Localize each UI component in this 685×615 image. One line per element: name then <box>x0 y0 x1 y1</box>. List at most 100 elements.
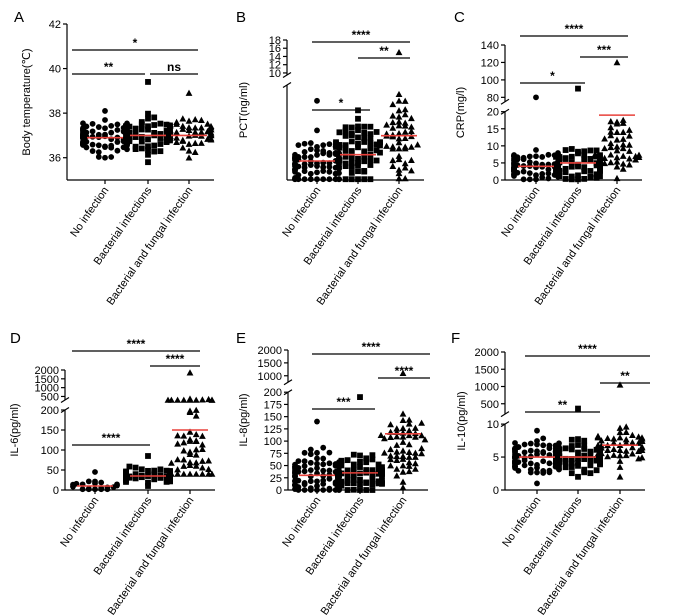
data-point <box>186 396 194 403</box>
data-point <box>626 126 633 133</box>
data-point <box>619 144 627 152</box>
data-point <box>79 486 86 493</box>
y-tick-label: 14 <box>269 51 281 63</box>
data-point <box>338 457 345 464</box>
data-point <box>520 154 527 161</box>
data-point <box>369 487 376 493</box>
data-point <box>581 469 588 476</box>
data-point <box>412 460 419 467</box>
axis-break-mark <box>500 98 510 105</box>
data-point <box>601 154 608 161</box>
data-point <box>598 437 605 444</box>
data-point <box>92 480 98 487</box>
data-point <box>568 456 575 462</box>
data-point <box>180 447 188 454</box>
data-point <box>191 139 199 146</box>
y-tick-label: 42 <box>49 19 61 31</box>
data-point <box>593 174 600 181</box>
data-point <box>191 148 199 155</box>
data-point <box>363 467 370 473</box>
y-tick-label: 1000 <box>475 382 499 394</box>
data-point <box>320 477 327 484</box>
data-point <box>395 175 403 182</box>
data-point <box>395 113 403 120</box>
y-tick-label: 5 <box>493 452 499 464</box>
data-point <box>546 442 553 449</box>
data-point <box>399 455 407 462</box>
data-point <box>326 141 333 148</box>
data-point <box>292 161 298 168</box>
data-point <box>307 478 314 485</box>
data-point <box>199 470 206 477</box>
data-point <box>526 153 533 160</box>
data-point <box>89 120 96 127</box>
data-point <box>553 168 559 175</box>
data-point <box>186 470 194 477</box>
data-point <box>389 112 397 119</box>
data-point <box>174 466 181 473</box>
data-point <box>387 421 394 428</box>
data-point <box>350 466 357 473</box>
data-point <box>395 155 403 163</box>
data-point <box>610 451 618 458</box>
data-point <box>123 123 129 130</box>
data-point <box>594 445 602 452</box>
data-point <box>348 169 355 176</box>
y-tick-label: 1500 <box>35 374 59 386</box>
series-3 <box>383 48 421 182</box>
data-point <box>108 122 115 129</box>
data-point <box>336 170 342 177</box>
data-point <box>335 483 341 490</box>
data-point <box>638 443 646 450</box>
data-point <box>367 157 374 163</box>
data-point <box>138 145 145 152</box>
data-point <box>587 174 594 181</box>
data-point <box>393 448 401 455</box>
data-point <box>138 119 145 125</box>
data-point <box>132 134 139 140</box>
significance-label: ** <box>620 369 630 383</box>
data-point <box>587 156 594 162</box>
data-point <box>126 474 133 481</box>
data-point <box>421 436 429 443</box>
data-point <box>186 450 194 458</box>
data-point <box>399 484 407 491</box>
data-point <box>387 433 394 441</box>
data-point <box>173 134 180 141</box>
data-point <box>387 445 394 453</box>
y-tick-label: 0 <box>493 485 499 497</box>
data-point <box>575 172 581 179</box>
data-point <box>545 151 552 158</box>
data-point <box>401 119 409 126</box>
data-point <box>399 462 407 469</box>
data-point <box>301 481 308 488</box>
data-point <box>138 466 145 473</box>
data-point <box>185 147 193 154</box>
series-2 <box>123 79 173 166</box>
data-point <box>314 487 320 493</box>
data-point <box>320 142 327 149</box>
data-point <box>138 138 145 145</box>
significance-label: **** <box>102 431 121 445</box>
data-point <box>355 144 361 151</box>
data-point <box>292 176 298 183</box>
data-point <box>553 449 559 456</box>
data-point <box>556 167 563 174</box>
panel-letter: C <box>454 9 465 26</box>
data-point <box>594 433 602 440</box>
data-point <box>399 438 407 445</box>
data-point <box>545 166 552 173</box>
data-point <box>163 137 171 144</box>
data-point <box>336 157 343 164</box>
data-point <box>575 455 581 461</box>
data-point <box>408 156 415 163</box>
data-point <box>629 431 636 439</box>
data-point <box>408 123 415 130</box>
data-point <box>157 148 164 155</box>
data-point <box>581 446 588 452</box>
data-point <box>126 463 133 470</box>
data-point <box>342 147 349 154</box>
data-point <box>199 464 206 471</box>
y-tick-label: 0 <box>53 485 59 497</box>
